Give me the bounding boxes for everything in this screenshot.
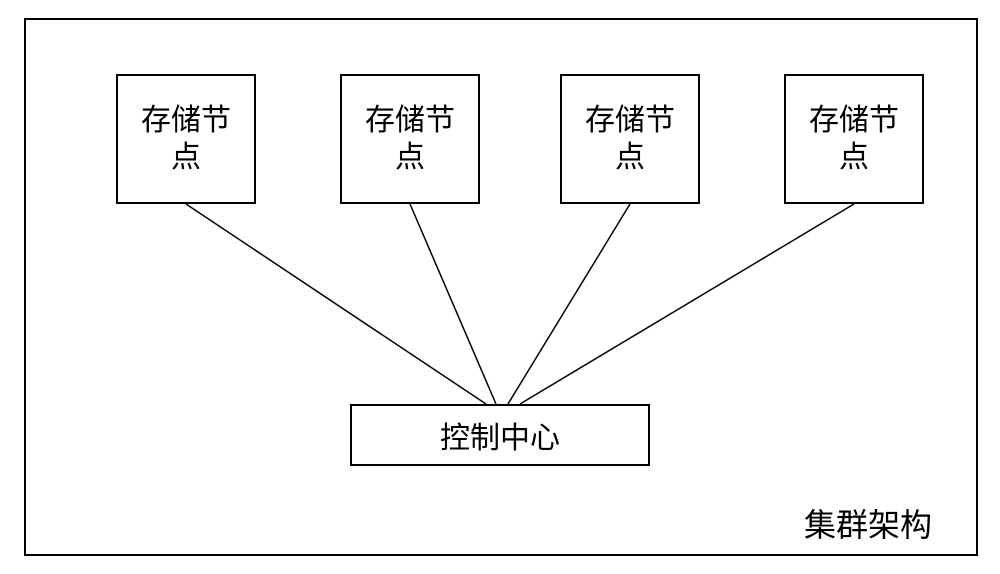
- node-label: 存储节点: [585, 102, 675, 177]
- node-label: 存储节点: [141, 102, 231, 177]
- storage-node-4: 存储节点: [784, 74, 924, 204]
- diagram-canvas: 存储节点 存储节点 存储节点 存储节点 控制中心 集群架构: [0, 0, 1000, 574]
- storage-node-2: 存储节点: [340, 74, 480, 204]
- control-center: 控制中心: [350, 404, 650, 466]
- storage-node-1: 存储节点: [116, 74, 256, 204]
- node-label: 控制中心: [440, 413, 560, 457]
- storage-node-3: 存储节点: [560, 74, 700, 204]
- caption-text: 集群架构: [804, 507, 932, 543]
- diagram-caption: 集群架构: [804, 500, 932, 546]
- node-label: 存储节点: [809, 102, 899, 177]
- node-label: 存储节点: [365, 102, 455, 177]
